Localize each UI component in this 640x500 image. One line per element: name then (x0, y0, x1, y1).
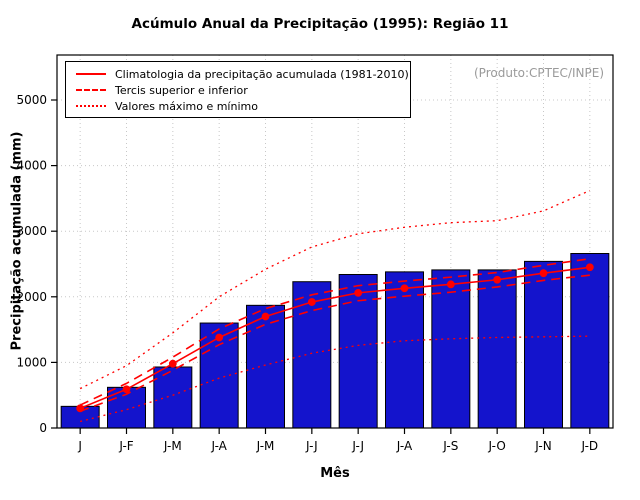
legend-label: Climatologia da precipitação acumulada (… (115, 67, 409, 81)
y-tick-label: 2000 (16, 290, 47, 304)
series-line (79, 189, 591, 390)
x-tick-label: J-J (351, 439, 364, 453)
legend-item: Tercis superior e inferior (66, 82, 410, 98)
x-tick-label: J-M (256, 439, 275, 453)
x-tick-label: J-O (488, 439, 506, 453)
data-point (122, 385, 131, 394)
axes: 0 1000 2000 3000 4000 5000 J J-F J-M J-A J-M J-J J-J… (16, 54, 614, 453)
legend-label: Tercis superior e inferior (115, 83, 248, 97)
solid-line-swatch-icon (76, 73, 106, 75)
line-series (76, 189, 594, 423)
data-point (400, 284, 409, 293)
chart-title: Acúmulo Anual da Precipitação (1995): Re… (131, 16, 509, 32)
y-axis-label: Precipitação acumulada (mm) (9, 131, 25, 351)
series-line (79, 266, 590, 410)
dashed-line-swatch-icon (76, 89, 106, 91)
series-line (79, 257, 590, 406)
bar (570, 253, 610, 429)
y-tick-label: 5000 (16, 93, 47, 107)
data-point (539, 269, 548, 278)
y-tick-label: 0 (39, 421, 47, 435)
data-point (215, 333, 224, 342)
x-tick-label: J (77, 439, 82, 453)
x-tick-label: J-N (534, 439, 551, 453)
x-tick-label: J-D (580, 439, 598, 453)
dotted-line-swatch-icon (76, 105, 106, 107)
y-tick-label: 3000 (16, 224, 47, 238)
data-point (446, 280, 455, 289)
data-point (493, 275, 502, 284)
x-tick-label: J-A (396, 439, 413, 453)
data-point (354, 288, 363, 297)
bar (477, 269, 517, 429)
bar (524, 260, 563, 429)
x-tick-label: J-S (442, 439, 458, 453)
x-tick-label: J-F (118, 439, 133, 453)
y-tick-label: 1000 (16, 355, 47, 369)
bar (338, 273, 378, 429)
legend-label: Valores máximo e mínimo (115, 99, 258, 113)
series-line (79, 274, 590, 413)
bars (60, 253, 610, 429)
data-point (307, 298, 316, 306)
legend-item: Valores máximo e mínimo (66, 98, 410, 114)
x-axis-label: Mês (320, 466, 350, 481)
x-tick-label: J-M (163, 439, 182, 453)
product-annotation: (Produto:CPTEC/INPE) (474, 66, 604, 80)
legend: Climatologia da precipitação acumulada (… (65, 61, 411, 118)
bar (246, 304, 285, 429)
x-tick-label: J-A (210, 439, 227, 453)
y-tick-label: 4000 (16, 159, 47, 173)
data-point (261, 312, 270, 321)
legend-item: Climatologia da precipitação acumulada (… (66, 66, 410, 82)
data-point (585, 263, 594, 272)
series-line (80, 335, 590, 423)
data-point (168, 359, 177, 368)
bar (153, 366, 193, 429)
x-tick-label: J-J (305, 439, 318, 453)
